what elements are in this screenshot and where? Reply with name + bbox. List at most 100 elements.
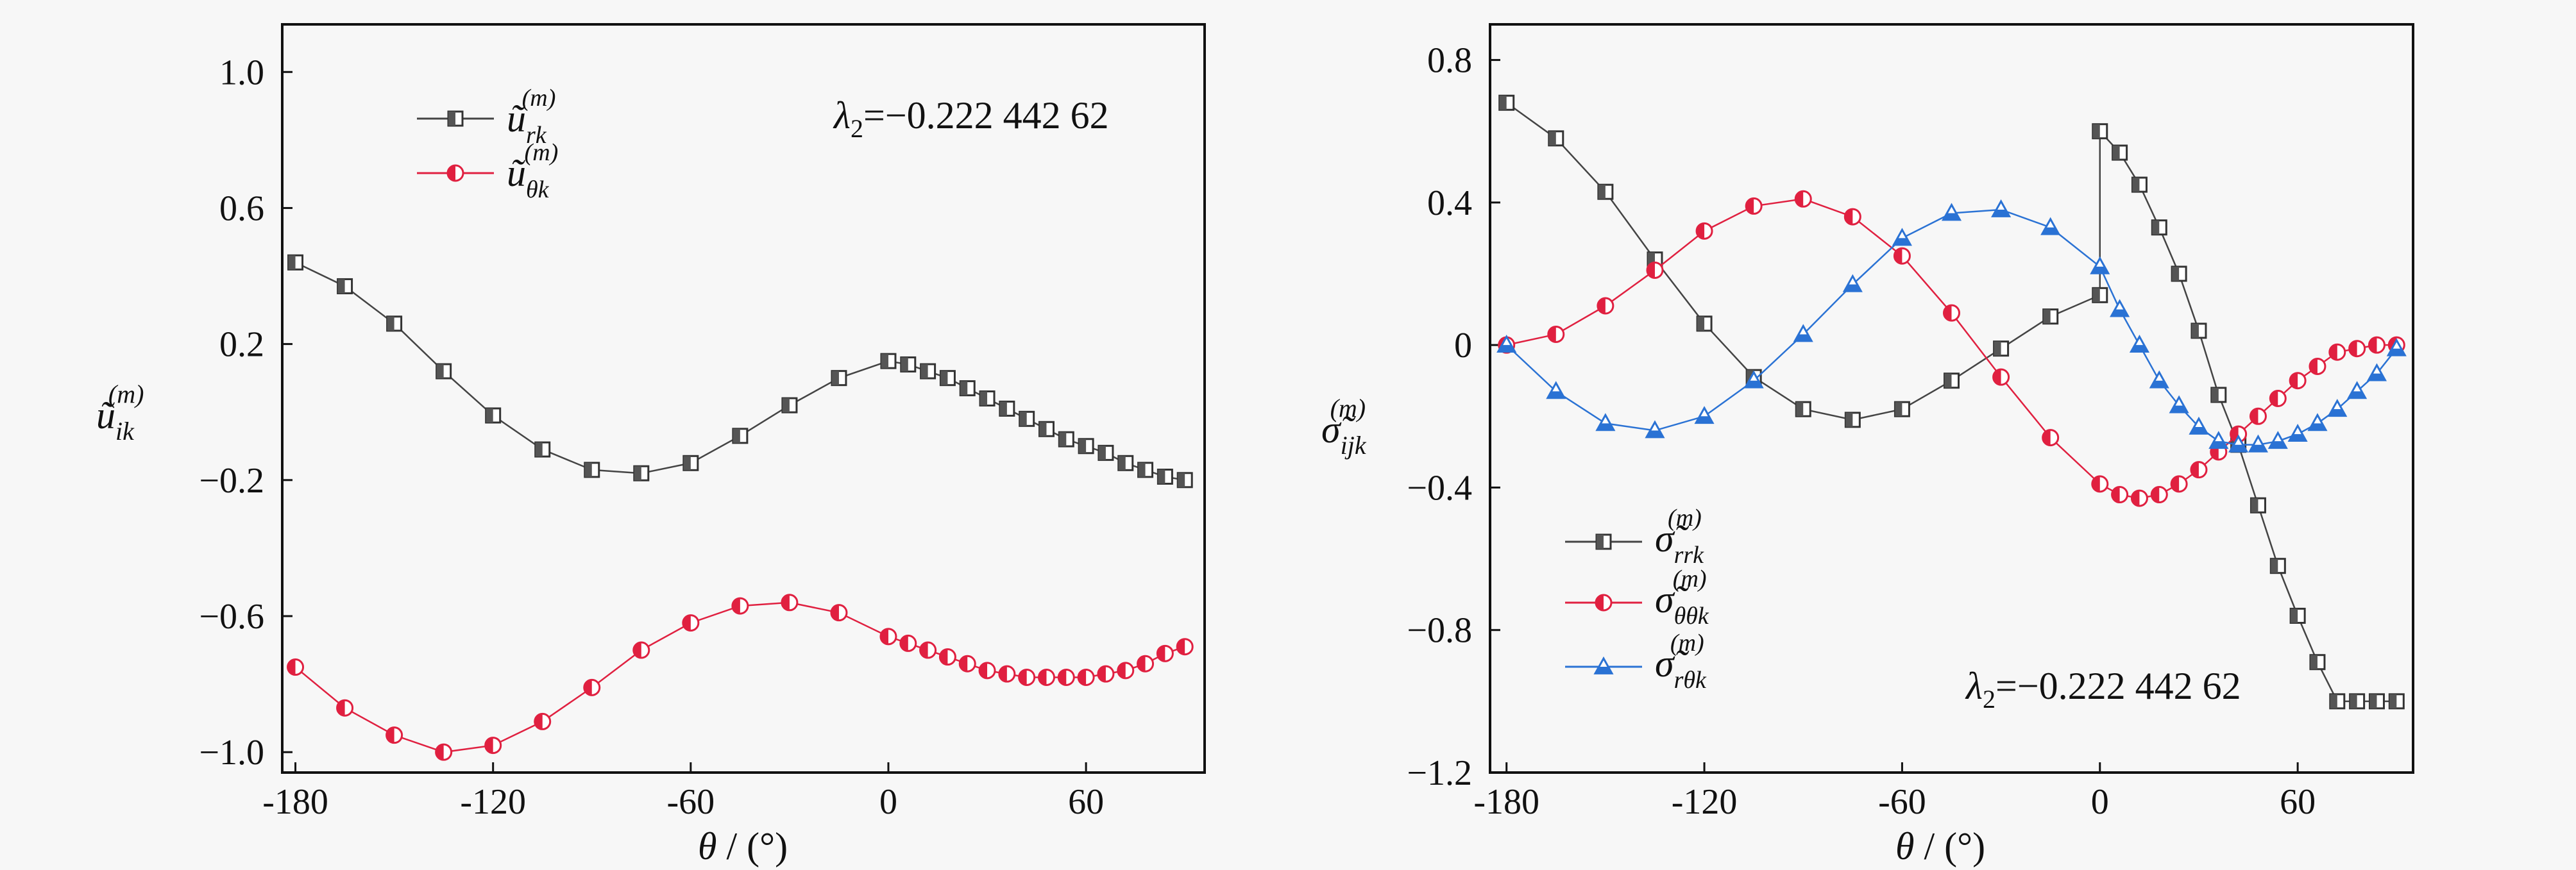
data-point: [1037, 668, 1055, 686]
data-point: [1894, 401, 1910, 417]
data-point: [1137, 462, 1154, 478]
data-point: [1176, 638, 1194, 656]
x-tick-label: 0: [2091, 782, 2109, 822]
data-point: [2368, 693, 2385, 710]
left-plot-frame: [281, 23, 1206, 774]
data-point: [534, 712, 552, 730]
data-point: [2090, 256, 2110, 274]
data-point: [485, 407, 502, 424]
data-point: [1943, 304, 1960, 322]
data-point: [2129, 335, 2149, 353]
data-point: [2112, 144, 2128, 161]
legend-marker-symbol: [1595, 594, 1613, 612]
data-point: [1893, 247, 1911, 265]
data-point: [1795, 401, 1811, 417]
data-point: [287, 254, 304, 271]
data-point: [938, 648, 956, 666]
legend-marker-sigma-thetathetak: [1595, 594, 1613, 612]
data-point: [2092, 287, 2108, 303]
data-point: [2228, 434, 2249, 453]
y-tick-label: −1.2: [1407, 753, 1472, 793]
data-point: [1595, 413, 1616, 431]
data-point: [2131, 176, 2148, 193]
data-point: [1077, 668, 1095, 686]
data-point: [1597, 183, 1614, 200]
data-point: [1793, 324, 1813, 342]
legend-marker-symbol: [1595, 533, 1612, 550]
x-tick-label: -180: [1473, 782, 1539, 822]
data-point: [435, 743, 453, 761]
data-point: [831, 370, 847, 387]
data-point: [2042, 429, 2060, 447]
data-point: [958, 655, 976, 673]
data-point: [2189, 416, 2209, 435]
data-point: [1018, 668, 1036, 686]
data-point: [1646, 261, 1664, 279]
data-point: [1117, 662, 1135, 680]
data-point: [2150, 486, 2168, 504]
data-point: [899, 634, 917, 652]
data-point: [2250, 497, 2266, 514]
x-tick-label: 0: [879, 782, 897, 822]
data-point: [1645, 420, 1665, 439]
data-point: [386, 315, 403, 332]
data-point: [2248, 434, 2269, 453]
data-point: [2328, 343, 2346, 361]
data-point: [2210, 387, 2227, 403]
data-point: [939, 370, 956, 387]
data-point: [2171, 265, 2187, 282]
left-tick-marks: -180 -120 -60 0 60 1.0 0.6 0.2 −0.2 −0.6 −1.0: [199, 53, 1104, 822]
data-point: [1794, 190, 1812, 208]
data-point: [336, 699, 354, 717]
series-line-0-1: [294, 601, 1185, 753]
data-point: [1546, 381, 1566, 399]
data-point: [2169, 395, 2189, 414]
data-point: [1057, 668, 1075, 686]
y-tick-label: 0.4: [1427, 183, 1472, 223]
data-point: [2329, 693, 2346, 710]
data-point: [2208, 431, 2229, 449]
left-y-axis-label: ũik(m): [96, 380, 144, 446]
data-point: [2307, 413, 2328, 431]
y-tick-label: −0.6: [199, 597, 264, 637]
data-point: [1597, 297, 1614, 315]
data-point: [1941, 203, 1962, 221]
data-point: [1137, 655, 1155, 673]
data-point: [2347, 381, 2368, 399]
data-point: [2130, 489, 2148, 507]
y-tick-label: 0: [1454, 326, 1472, 365]
legend-marker-symbol: [447, 110, 464, 127]
data-point: [2151, 219, 2167, 236]
data-point: [732, 428, 749, 444]
right-legend: σ̃rrk(m) σ̃θθk(m) σ̃rθk(m): [1565, 505, 1709, 694]
left-lambda-annotation: λ2=−0.222 442 62: [833, 94, 1109, 143]
data-point: [2366, 363, 2387, 381]
right-series-group: [1496, 94, 2407, 710]
y-tick-label: 1.0: [219, 53, 264, 92]
data-point: [1991, 199, 2012, 217]
data-point: [1547, 325, 1565, 343]
right-plot-frame: [1489, 23, 2414, 774]
right-lambda-annotation: λ2=−0.222 442 62: [1965, 665, 2241, 714]
data-point: [781, 397, 798, 414]
series-line-1-1: [1506, 198, 2397, 499]
x-tick-label: -60: [1878, 782, 1926, 822]
data-point: [1696, 315, 1713, 332]
right-x-axis-label: θ / (°): [1895, 825, 1985, 867]
legend-marker-u-rk: [447, 110, 464, 127]
data-point: [287, 658, 305, 676]
data-point: [2269, 558, 2286, 574]
series-line-0-0: [295, 262, 1185, 481]
data-point: [1498, 94, 1515, 111]
right-chart-stress: -180 -120 -60 0 60 0.8 0.4 0 −0.4 −0.8 −1.2 σ̃rrk(…: [1321, 23, 2414, 867]
data-point: [1097, 444, 1114, 461]
data-point: [337, 278, 353, 294]
data-point: [1496, 335, 1517, 353]
legend-marker-symbol: [446, 164, 464, 182]
data-point: [2289, 607, 2306, 624]
left-chart-displacement: -180 -120 -60 0 60 1.0 0.6 0.2 −0.2 −0.6 −1.0 ũrk(…: [96, 23, 1206, 867]
data-point: [1745, 197, 1763, 215]
x-tick-label: 60: [1068, 782, 1104, 822]
data-point: [2267, 431, 2288, 449]
data-point: [1176, 472, 1193, 489]
